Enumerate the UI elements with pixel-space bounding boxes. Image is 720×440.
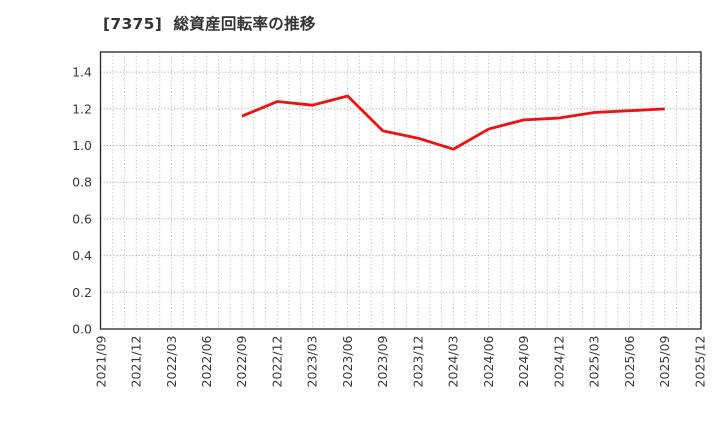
x-tick-label: 2023/06	[340, 335, 355, 387]
chart-title: [7375] 総資産回転率の推移	[103, 15, 316, 33]
x-tick-label: 2024/12	[551, 336, 566, 388]
x-tick-label: 2025/12	[692, 336, 707, 388]
x-tick-label: 2025/03	[587, 336, 602, 388]
x-tick-label: 2022/06	[199, 335, 214, 387]
x-tick-label: 2022/09	[234, 335, 249, 387]
x-tick-label: 2021/09	[93, 335, 108, 387]
y-tick-label: 0.4	[72, 248, 92, 263]
y-tick-label: 1.4	[72, 65, 92, 80]
plot-border	[99, 51, 702, 330]
y-tick-label: 0.6	[72, 211, 92, 226]
y-tick-label: 1.2	[72, 101, 92, 116]
y-tick-label: 0.0	[72, 322, 92, 337]
x-tick-label: 2024/09	[516, 335, 531, 387]
x-tick-label: 2025/09	[657, 335, 672, 387]
x-tick-label: 2023/03	[305, 336, 320, 388]
x-tick-label: 2025/06	[622, 335, 637, 387]
y-tick-label: 0.2	[72, 285, 92, 300]
y-tick-label: 0.8	[72, 175, 92, 190]
x-tick-label: 2023/12	[410, 336, 425, 388]
x-tick-label: 2021/12	[129, 336, 144, 388]
x-tick-label: 2022/03	[164, 336, 179, 388]
x-tick-label: 2022/12	[269, 336, 284, 388]
x-tick-label: 2023/09	[375, 335, 390, 387]
x-tick-label: 2024/03	[446, 336, 461, 388]
x-tick-label: 2024/06	[481, 335, 496, 387]
series-line	[241, 94, 665, 151]
y-tick-label: 1.0	[72, 138, 92, 153]
